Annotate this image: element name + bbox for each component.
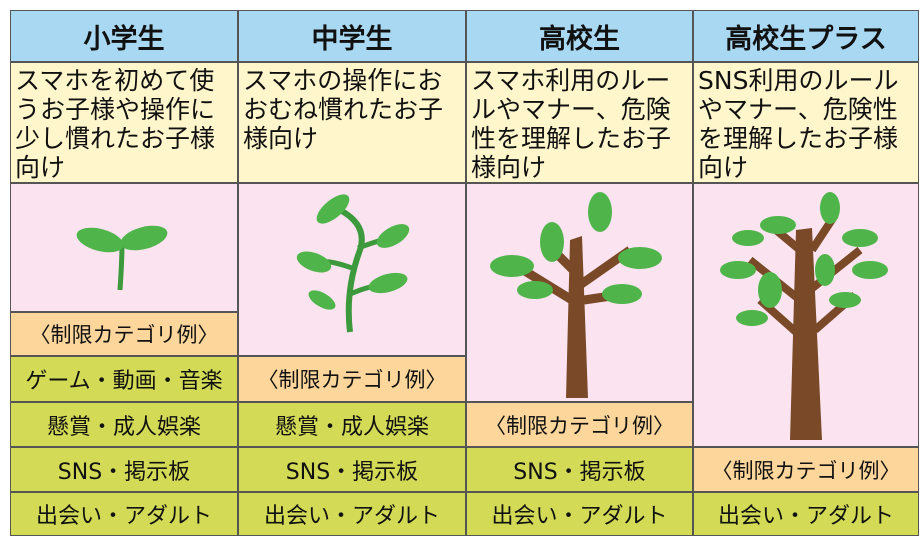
column-header: 高校生: [466, 10, 693, 62]
column-header: 小学生: [10, 10, 238, 62]
column-description: スマホ利用のルールやマナー、危険性を理解したお子様向け: [466, 62, 693, 183]
category-item: SNS・掲示板: [466, 447, 693, 492]
column-description: スマホの操作におおむね慣れたお子様向け: [238, 62, 466, 183]
column-description: SNS利用のルールやマナー、危険性を理解したお子様向け: [693, 62, 919, 183]
category-item: ゲーム・動画・音楽: [10, 356, 238, 402]
category-item: 出会い・アダルト: [693, 492, 919, 536]
category-label: 〈制限カテゴリ例〉: [238, 356, 466, 402]
column-header: 中学生: [238, 10, 466, 62]
category-item: 出会い・アダルト: [238, 492, 466, 536]
category-item: 出会い・アダルト: [466, 492, 693, 536]
column-description: スマホを初めて使うお子様や操作に少し慣れたお子様向け: [10, 62, 238, 183]
column-header: 高校生プラス: [693, 10, 919, 62]
category-item: SNS・掲示板: [10, 447, 238, 492]
category-label: 〈制限カテゴリ例〉: [10, 312, 238, 356]
category-label: 〈制限カテゴリ例〉: [466, 402, 693, 447]
category-item: 懸賞・成人娯楽: [238, 402, 466, 447]
category-label: 〈制限カテゴリ例〉: [693, 447, 919, 492]
category-item: SNS・掲示板: [238, 447, 466, 492]
category-item: 懸賞・成人娯楽: [10, 402, 238, 447]
